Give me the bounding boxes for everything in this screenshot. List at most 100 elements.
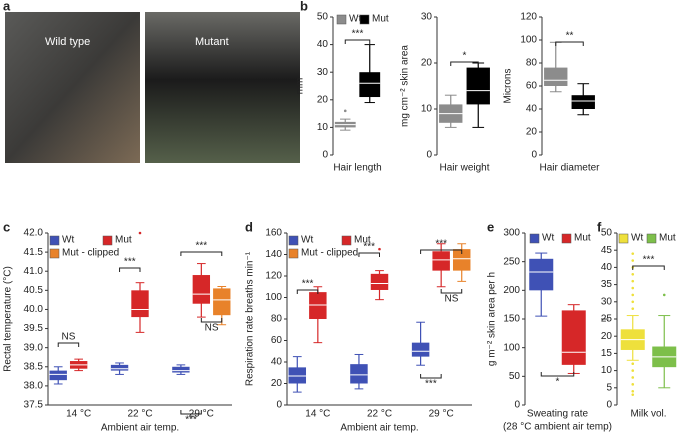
significance-bracket — [344, 39, 371, 44]
flier — [631, 307, 635, 310]
flier — [631, 252, 635, 255]
flier — [631, 300, 635, 304]
y-tick-label: 40 — [601, 262, 613, 273]
significance-bracket — [632, 265, 665, 270]
y-tick-label: 37.5 — [24, 400, 44, 411]
x-axis-label: Hair weight — [439, 163, 489, 174]
box — [544, 67, 568, 86]
y-axis-label: l — [601, 318, 612, 320]
y-tick-label: 120 — [520, 12, 537, 23]
y-tick-label: 45 — [601, 245, 613, 256]
y-tick-label: 38.0 — [24, 381, 44, 392]
x-tick-label: 14 °C — [66, 409, 91, 420]
significance-label: *** — [124, 257, 136, 268]
y-tick-label: 100 — [265, 292, 282, 303]
y-tick-label: 50 — [317, 12, 329, 23]
y-tick-label: 0 — [426, 150, 432, 161]
legend-swatch — [529, 233, 540, 244]
y-tick-label: 60 — [526, 81, 538, 92]
legend-label: Wt — [349, 14, 361, 25]
y-axis-label: g m⁻² skin area per h — [487, 272, 498, 366]
box — [432, 251, 450, 271]
y-tick-label: 20 — [271, 378, 283, 389]
significance-label: * — [556, 377, 560, 388]
significance-bracket — [358, 252, 380, 257]
significance-label: *** — [195, 241, 207, 252]
y-tick-label: 0 — [276, 400, 282, 411]
y-tick-label: 80 — [526, 58, 538, 69]
significance-bracket — [180, 410, 202, 415]
panel-label: e — [487, 219, 494, 234]
legend-swatch — [618, 233, 629, 244]
box — [213, 288, 231, 316]
significance-label: NS — [444, 294, 458, 305]
y-tick-label: 42.0 — [24, 228, 44, 239]
y-axis-label: mg cm⁻² skin area — [400, 45, 411, 127]
box — [309, 292, 327, 319]
y-tick-label: 50 — [509, 371, 521, 382]
legend-swatch — [49, 248, 60, 259]
flier — [631, 272, 635, 276]
y-tick-label: 5 — [606, 382, 612, 393]
y-tick-label: 80 — [271, 314, 283, 325]
photo-caption: Mutant — [195, 36, 229, 48]
box — [350, 364, 368, 384]
significance-bracket — [440, 289, 463, 294]
flier — [138, 231, 142, 235]
flier — [631, 279, 635, 283]
legend-label: Mut — [574, 233, 591, 244]
y-axis-label: Microns — [503, 68, 514, 103]
significance-label: *** — [185, 415, 197, 426]
significance-bracket — [200, 318, 223, 323]
significance-label: *** — [302, 279, 314, 290]
x-tick-label: 22 °C — [127, 409, 152, 420]
significance-label: *** — [352, 29, 364, 40]
y-tick-label: 140 — [265, 249, 282, 260]
y-tick-label: 0 — [606, 400, 612, 411]
legend-swatch — [288, 235, 299, 246]
y-tick-label: 35 — [601, 279, 613, 290]
box — [370, 273, 389, 290]
box — [288, 367, 307, 384]
flier — [343, 109, 347, 113]
legend-label: Mut - clipped — [62, 248, 119, 259]
significance-bracket — [119, 267, 141, 272]
x-axis-label: Hair length — [333, 163, 381, 174]
box — [131, 290, 149, 318]
significance-label: *** — [435, 239, 447, 250]
y-tick-label: 0 — [514, 400, 520, 411]
y-tick-label: 25 — [601, 314, 613, 325]
y-tick-label: 39.5 — [24, 323, 44, 334]
flier — [631, 259, 635, 262]
y-tick-label: 15 — [601, 348, 613, 359]
significance-bracket — [420, 249, 463, 254]
photo-wild-type — [5, 12, 140, 163]
flier — [631, 383, 635, 386]
y-tick-label: 20 — [526, 127, 538, 138]
legend-swatch — [288, 248, 299, 259]
legend-swatch — [561, 233, 572, 244]
significance-label: NS — [205, 323, 219, 334]
legend-label: Mut — [354, 235, 371, 246]
panel-label: c — [3, 219, 10, 234]
y-axis-label: mm — [295, 78, 306, 95]
x-axis-label: Milk vol. — [630, 409, 666, 420]
box — [561, 310, 586, 365]
x-axis-label: Ambient air temp. — [340, 423, 418, 434]
y-axis-label: Respiration rate breaths min⁻¹ — [245, 251, 256, 386]
flier — [631, 389, 635, 393]
y-tick-label: 39.0 — [24, 342, 44, 353]
significance-bracket — [540, 372, 575, 377]
y-tick-label: 30 — [421, 12, 433, 23]
y-tick-label: 250 — [503, 256, 520, 267]
flier — [631, 393, 635, 396]
y-tick-label: 50 — [601, 228, 613, 239]
legend-swatch — [336, 14, 347, 25]
y-tick-label: 30 — [317, 67, 329, 78]
flier — [631, 362, 635, 366]
y-tick-label: 40 — [317, 39, 329, 50]
y-tick-label: 40 — [526, 104, 538, 115]
y-tick-label: 20 — [317, 94, 329, 105]
y-tick-label: 10 — [317, 122, 329, 133]
